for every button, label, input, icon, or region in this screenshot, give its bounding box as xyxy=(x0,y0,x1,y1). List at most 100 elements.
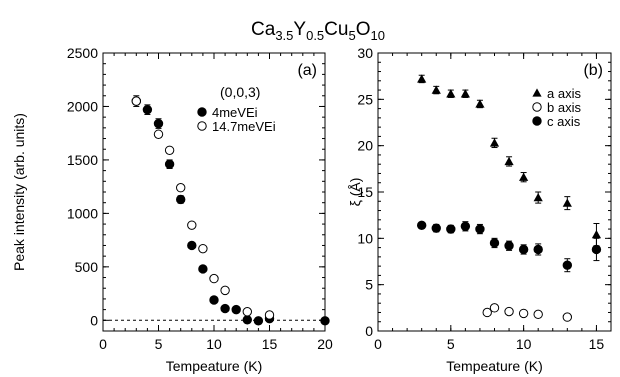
x-tick-label: 20 xyxy=(317,336,333,352)
data-point xyxy=(416,220,427,231)
data-point xyxy=(518,244,529,255)
data-point xyxy=(131,96,142,106)
data-point xyxy=(591,244,602,255)
data-point xyxy=(417,74,427,83)
data-point xyxy=(475,224,485,234)
y-tick-label: 30 xyxy=(357,45,373,61)
data-point xyxy=(242,315,253,325)
series-1 xyxy=(482,303,573,322)
data-point xyxy=(504,306,514,317)
data-point xyxy=(489,238,500,248)
x-tick-label: 5 xyxy=(447,336,455,352)
data-point xyxy=(197,121,207,131)
series-0 xyxy=(417,74,602,247)
data-point xyxy=(153,129,164,139)
legend-label: b axis xyxy=(547,100,581,115)
data-point xyxy=(562,312,573,322)
title-part: Ca xyxy=(251,19,276,40)
data-point xyxy=(431,223,441,233)
title-subscript: 5 xyxy=(348,28,355,43)
data-point xyxy=(231,304,241,315)
panel-label: (b) xyxy=(583,62,603,79)
data-point xyxy=(187,220,197,230)
y-tick-label: 1500 xyxy=(67,152,98,168)
title-part: Y xyxy=(293,19,306,40)
data-point xyxy=(504,156,514,166)
y-tick-label: 10 xyxy=(357,230,373,246)
data-point xyxy=(518,308,529,319)
x-tick-label: 0 xyxy=(99,336,107,352)
y-tick-label: 0 xyxy=(365,323,373,339)
x-tick-label: 10 xyxy=(516,336,532,352)
series-2 xyxy=(416,220,602,273)
title-subscript: 10 xyxy=(370,28,384,43)
data-point xyxy=(164,159,175,169)
data-point xyxy=(533,309,543,320)
data-point xyxy=(198,264,208,274)
y-tick-label: 0 xyxy=(90,312,98,328)
data-point xyxy=(533,244,543,255)
data-point xyxy=(220,303,230,314)
y-tick-label: 20 xyxy=(357,138,373,154)
data-point xyxy=(431,85,441,94)
x-tick-label: 15 xyxy=(589,336,605,352)
y-tick-label: 5 xyxy=(365,277,373,293)
data-point xyxy=(446,224,456,234)
title-part: O xyxy=(356,19,371,40)
x-axis-label: Tempeature (K) xyxy=(446,358,542,374)
panel-a: 0 5 10 15 20 0 500 1000 1500 2000 2500 Tempeature (… xyxy=(11,45,333,374)
data-point xyxy=(489,303,500,313)
title-subscript: 0.5 xyxy=(306,28,324,43)
data-point xyxy=(482,307,492,318)
data-point xyxy=(264,310,275,320)
legend-label: 14.7meVEi xyxy=(212,119,276,134)
data-point xyxy=(562,260,573,270)
data-point xyxy=(446,89,456,98)
panel-label: (a) xyxy=(297,62,317,79)
data-point xyxy=(209,295,219,305)
y-axis-label: ξ (Å) xyxy=(347,178,363,207)
data-point xyxy=(198,243,208,254)
data-point xyxy=(220,285,230,296)
data-point xyxy=(242,307,253,317)
y-axis-label: Peak intensity (arb. units) xyxy=(11,113,27,271)
data-point xyxy=(176,183,186,193)
y-tick-label: 15 xyxy=(357,184,373,200)
x-tick-label: 5 xyxy=(155,336,163,352)
data-point xyxy=(164,145,175,156)
legend-label: 4meVEi xyxy=(212,105,258,120)
plot-frame xyxy=(102,52,326,332)
data-point xyxy=(489,138,500,147)
data-point xyxy=(460,221,471,231)
data-point xyxy=(533,192,543,202)
y-tick-label: 2500 xyxy=(67,45,98,61)
data-point xyxy=(142,104,153,115)
data-point xyxy=(532,102,542,112)
figure-title: Ca3.5Y0.5Cu5O10 xyxy=(251,19,385,43)
data-point xyxy=(153,118,164,129)
y-tick-label: 500 xyxy=(75,259,99,275)
title-subscript: 3.5 xyxy=(275,28,293,43)
x-tick-label: 0 xyxy=(374,336,382,352)
x-tick-label: 10 xyxy=(206,336,222,352)
data-point xyxy=(197,107,207,117)
data-point xyxy=(209,273,219,284)
data-point xyxy=(320,316,330,326)
data-point xyxy=(562,198,572,207)
panel-b: 0 5 10 15 0 5 10 15 20 25 30 Tempeature (K) ξ (Å) (b)… xyxy=(347,45,612,374)
legend-label: c axis xyxy=(547,114,581,129)
title-part: Cu xyxy=(324,19,348,40)
data-point xyxy=(532,88,542,97)
x-axis-label: Tempeature (K) xyxy=(166,358,262,374)
data-point xyxy=(253,316,264,326)
data-point xyxy=(475,99,485,108)
data-point xyxy=(504,241,514,251)
data-point xyxy=(460,89,470,98)
y-tick-label: 2000 xyxy=(67,98,98,114)
series-1 xyxy=(131,96,275,320)
data-point xyxy=(176,194,186,205)
data-point xyxy=(532,116,542,126)
data-point xyxy=(187,240,197,251)
annotation-label: (0,0,3) xyxy=(220,84,260,100)
